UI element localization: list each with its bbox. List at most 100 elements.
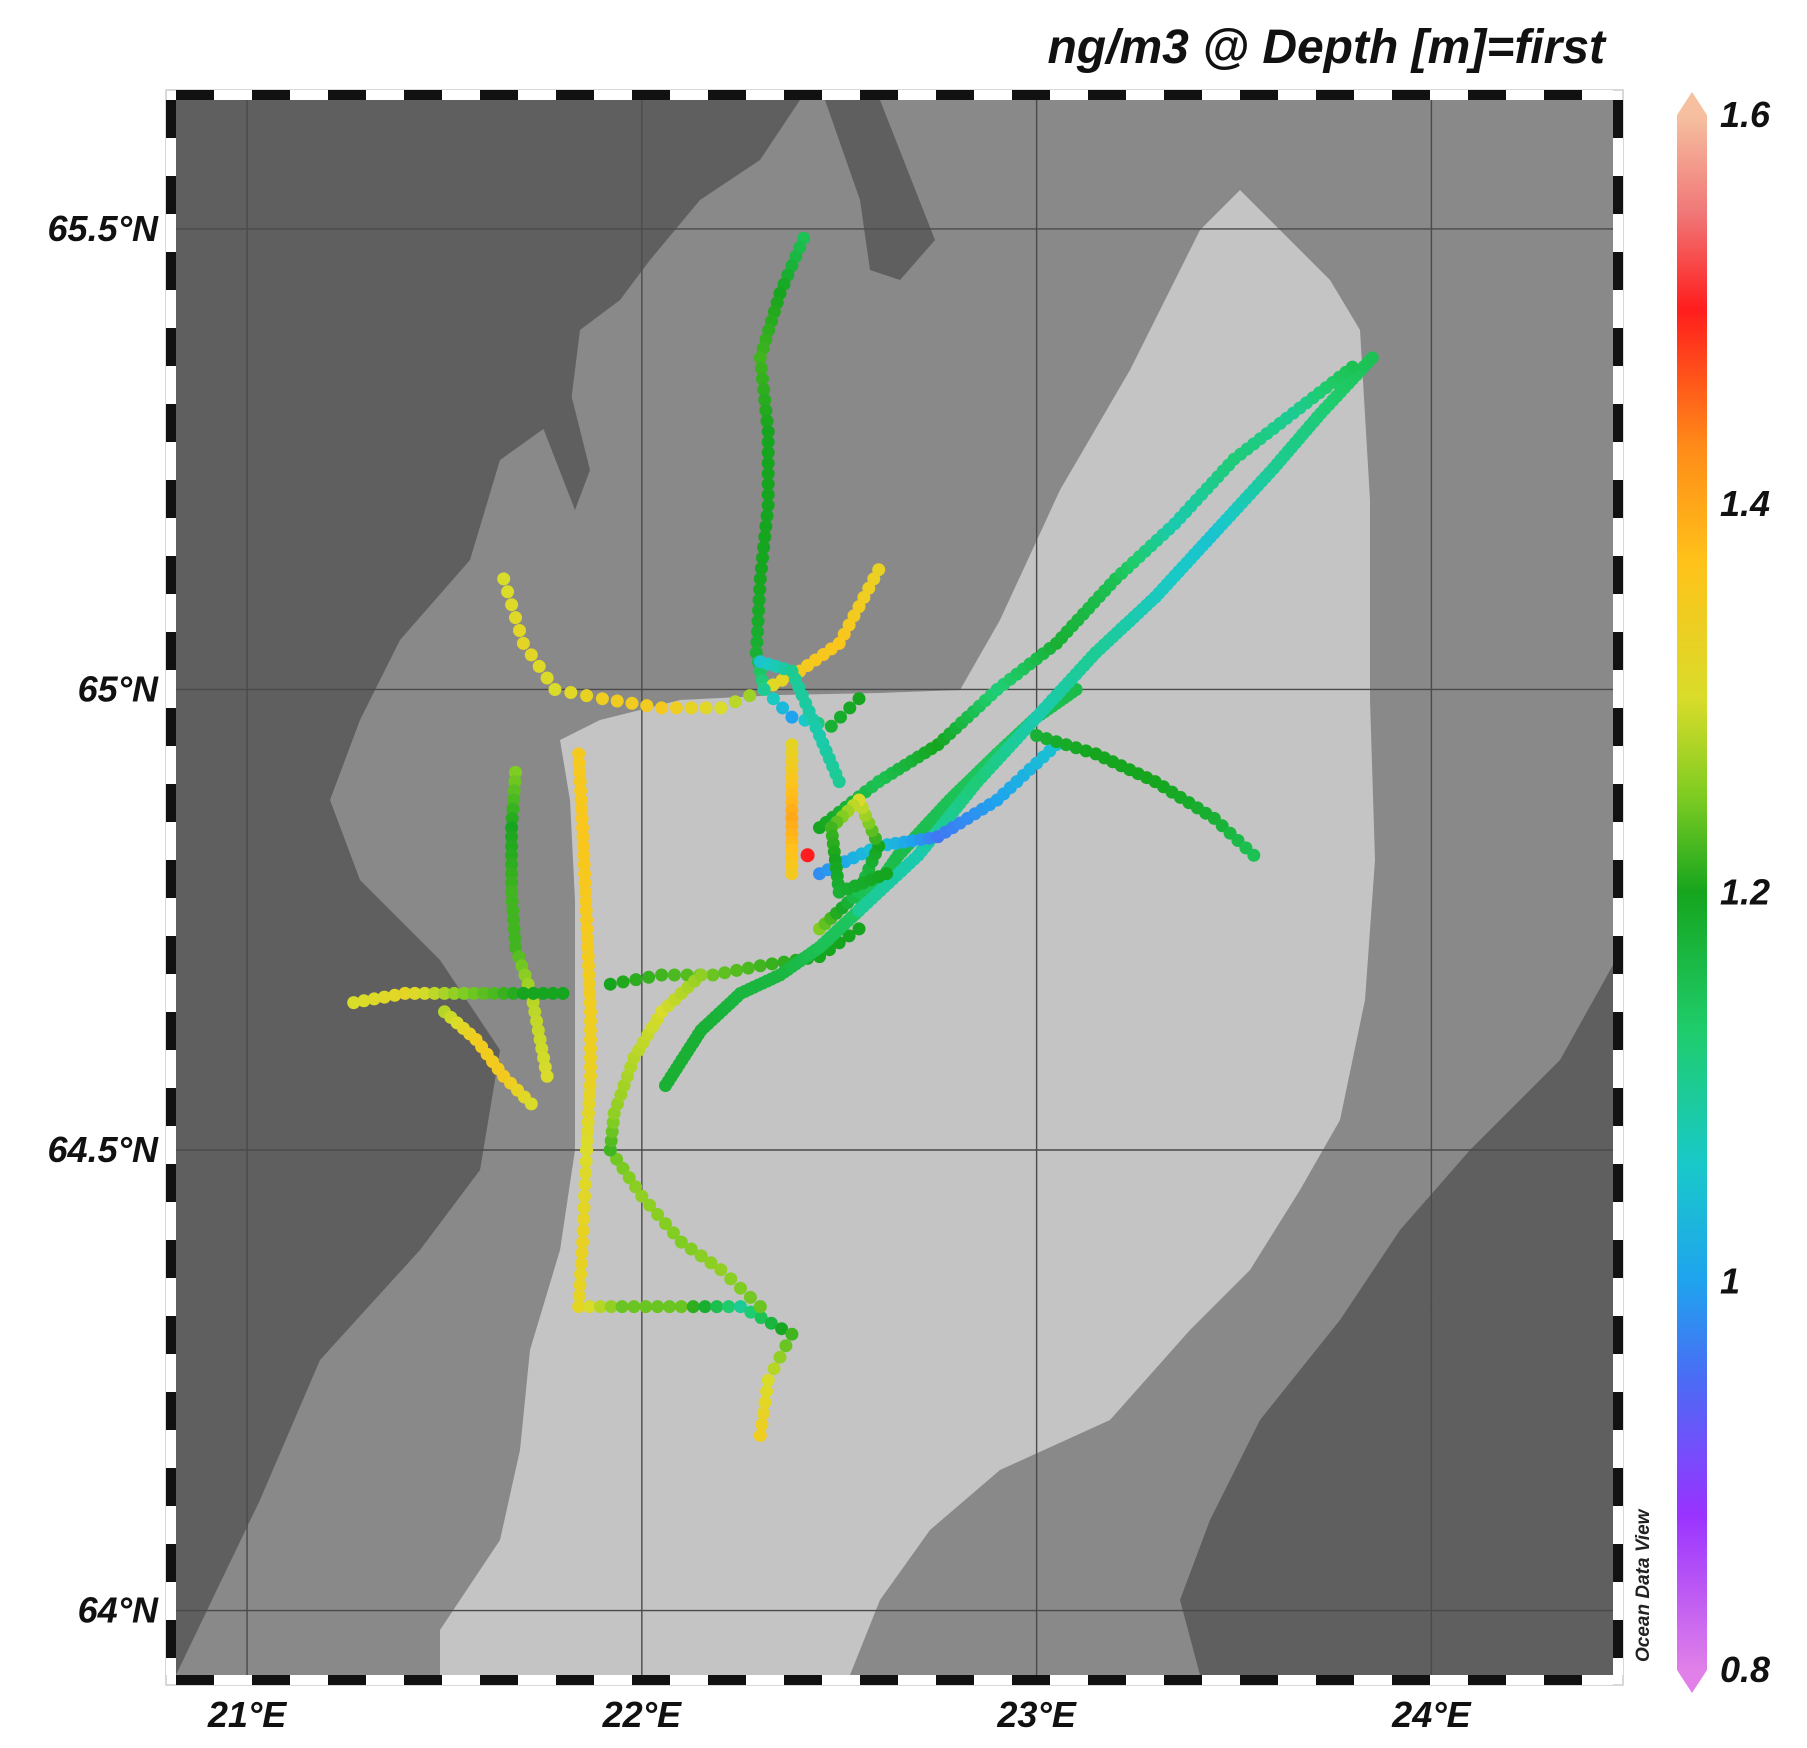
sample-point: [663, 1300, 676, 1314]
sample-point: [497, 986, 511, 1000]
frame-dash: [1613, 1582, 1623, 1620]
sample-point: [761, 488, 775, 502]
frame-dash: [166, 632, 176, 670]
sample-point: [743, 1290, 757, 1304]
lat-label: 65.5°N: [48, 208, 159, 249]
sample-point: [579, 1155, 593, 1168]
frame-dash: [480, 1675, 518, 1685]
colorbar-tick-label: 1.2: [1720, 872, 1770, 913]
frame-dash: [1613, 784, 1623, 822]
sample-point: [579, 894, 593, 908]
frame-dash: [1613, 366, 1623, 404]
frame-dash: [974, 90, 1012, 100]
sample-point: [408, 986, 422, 1000]
frame-dash: [166, 1012, 176, 1050]
frame-dash: [1613, 252, 1623, 290]
colorbar-tick-label: 0.8: [1720, 1649, 1770, 1690]
sample-point: [487, 986, 501, 1000]
sample-point: [785, 710, 799, 724]
lon-label: 22°E: [602, 1694, 682, 1735]
frame-dash: [166, 1506, 176, 1544]
sample-point: [576, 1224, 590, 1238]
sample-point: [572, 1289, 586, 1303]
frame-dash: [1613, 746, 1623, 784]
frame-dash: [166, 1202, 176, 1240]
sample-point: [775, 1322, 789, 1336]
sample-point: [758, 1395, 772, 1409]
sample-point-high: [800, 848, 815, 863]
frame-dash: [1613, 594, 1623, 632]
sample-point: [724, 1272, 738, 1286]
sample-point: [579, 904, 593, 917]
frame-dash: [1613, 632, 1623, 670]
frame-dash: [366, 90, 404, 100]
frame-dash: [1613, 518, 1623, 556]
colorbar-tick-label: 1.4: [1720, 483, 1770, 524]
sample-point: [577, 858, 591, 871]
frame-dash: [1012, 1675, 1050, 1685]
frame-dash: [1613, 1278, 1623, 1316]
frame-dash: [1613, 1240, 1623, 1278]
sample-point: [581, 1125, 595, 1139]
frame-dash: [1544, 90, 1582, 100]
frame-dash: [1613, 556, 1623, 594]
frame-dash: [1613, 1316, 1623, 1354]
colorbar-min-arrow: [1677, 1670, 1707, 1693]
lon-label: 21°E: [207, 1694, 287, 1735]
sample-point: [367, 992, 381, 1006]
sample-point: [722, 1300, 736, 1314]
sample-point: [764, 1316, 778, 1330]
frame-dash: [166, 252, 176, 290]
frame-dash: [1088, 90, 1126, 100]
frame-dash: [860, 90, 898, 100]
sample-point: [755, 1418, 769, 1431]
sample-point: [580, 1134, 594, 1148]
sample-point: [576, 839, 590, 853]
sample-point: [584, 1069, 597, 1083]
sample-point: [513, 624, 526, 637]
frame-dash: [290, 1675, 328, 1685]
sample-point: [761, 467, 775, 481]
sample-point: [580, 913, 594, 927]
sample-point: [532, 659, 546, 673]
frame-dash: [1506, 1675, 1544, 1685]
sample-point: [756, 551, 769, 565]
sample-point: [582, 977, 596, 991]
sample-point: [761, 477, 775, 491]
sample-point: [710, 1300, 724, 1314]
sample-point: [666, 1226, 680, 1240]
sample-point: [759, 404, 773, 417]
frame-dash: [1613, 670, 1623, 708]
sample-point: [581, 950, 595, 964]
frame-dash: [1613, 1620, 1623, 1658]
sample-point: [639, 1300, 653, 1314]
frame-dash: [936, 1675, 974, 1685]
frame-dash: [1613, 176, 1623, 214]
sample-point: [842, 929, 856, 943]
frame-dash: [166, 1354, 176, 1392]
sample-point: [734, 1281, 747, 1295]
frame-dash: [1613, 1164, 1623, 1202]
frame-dash: [1613, 1126, 1623, 1164]
sample-point: [752, 604, 766, 617]
sample-point: [505, 848, 519, 862]
frame-dash: [480, 90, 518, 100]
colorbar-scale: [1677, 115, 1707, 1670]
sample-point: [651, 1208, 665, 1221]
frame-dash: [166, 328, 176, 366]
lon-label: 24°E: [1391, 1694, 1471, 1735]
sample-point: [674, 1235, 688, 1249]
sample-point: [505, 598, 519, 612]
sample-point: [578, 1178, 592, 1191]
frame-dash: [1613, 708, 1623, 746]
frame-dash: [166, 1164, 176, 1202]
frame-dash: [1582, 90, 1613, 100]
sample-point: [744, 1305, 758, 1319]
sample-point: [577, 1201, 591, 1215]
sample-point: [1069, 741, 1083, 755]
frame-dash: [1430, 1675, 1468, 1685]
frame-dash: [860, 1675, 898, 1685]
longitude-labels: 21°E 22°E 23°E 24°E: [207, 1694, 1472, 1735]
sample-point: [584, 1005, 597, 1019]
sample-point: [667, 968, 681, 982]
